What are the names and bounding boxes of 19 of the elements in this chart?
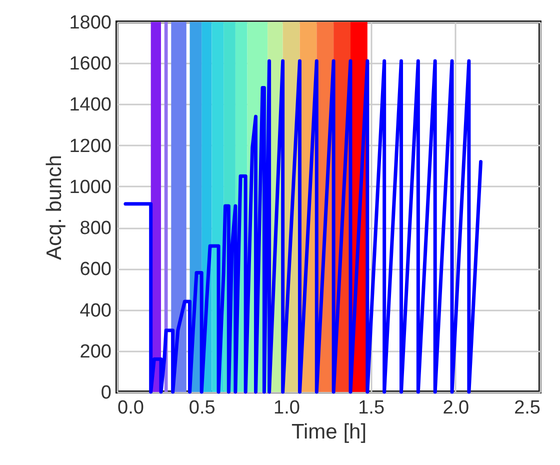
y-tick-label: 800 bbox=[80, 218, 112, 240]
line-series bbox=[124, 59, 483, 394]
y-axis-title: Acq. bunch bbox=[43, 154, 66, 260]
y-tick-label: 1800 bbox=[69, 12, 112, 34]
x-tick-label: 2.5 bbox=[514, 398, 540, 418]
y-tick-label: 1400 bbox=[69, 94, 112, 116]
x-tick-label: 1.0 bbox=[273, 398, 300, 418]
y-tick-label: 400 bbox=[80, 300, 112, 322]
x-axis-title: Time [h] bbox=[291, 420, 367, 444]
y-tick-label: 1600 bbox=[69, 54, 112, 75]
x-tick-label: 1.5 bbox=[358, 398, 385, 418]
y-tick-label: 200 bbox=[80, 341, 112, 362]
y-tick-label: 1200 bbox=[69, 136, 112, 157]
x-tick-label: 0.0 bbox=[118, 398, 144, 418]
x-tick-label: 0.5 bbox=[188, 398, 216, 418]
y-tick-label: 600 bbox=[80, 259, 112, 280]
y-tick-label: 0 bbox=[100, 382, 112, 404]
y-tick-label: 1000 bbox=[69, 176, 112, 198]
x-tick-label: 2.0 bbox=[442, 398, 470, 418]
